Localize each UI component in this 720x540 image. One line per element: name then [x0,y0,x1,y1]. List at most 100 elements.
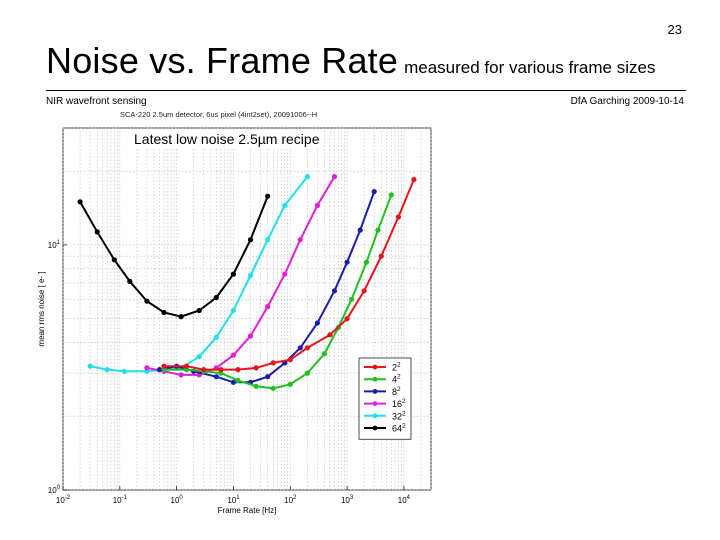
data-point [265,304,271,310]
axis-ticks: 10-2 10-1 100 101 102 103 104 100 101 [48,240,411,505]
legend-label: 82 [392,386,401,397]
x-tick-label: 100 [171,495,184,505]
series-line [79,195,269,318]
data-point [184,363,190,369]
data-point [270,360,276,366]
data-point [94,229,100,235]
x-tick-label: 10-1 [113,495,128,505]
data-point [265,193,271,199]
data-point [196,307,202,314]
x-axis-label: Frame Rate [Hz] [218,506,277,515]
data-point [144,365,150,371]
legend-box [358,357,412,440]
data-point [363,259,370,265]
data-point [156,367,163,373]
series-layer [77,174,417,391]
data-point [77,199,83,205]
data-point [247,272,254,279]
slide-title: Noise vs. Frame Rate measured for various… [46,40,655,82]
data-point [395,214,401,220]
data-point [235,367,241,373]
data-point [304,174,310,180]
data-point [361,288,367,294]
data-point [144,298,150,304]
data-point [111,257,117,263]
data-point [196,354,202,360]
data-point [371,189,377,195]
data-point [265,237,271,243]
data-point [213,374,219,380]
data-point [253,365,259,371]
data-point [161,309,167,316]
series-line [159,191,376,384]
data-point [411,176,417,183]
x-tick-label: 101 [227,495,240,505]
legend-swatch-marker [372,401,378,406]
data-point [314,202,320,208]
data-point [230,307,236,314]
data-point [314,320,320,326]
y-axis-label: mean rms noise [ e- ] [37,271,46,346]
page-number: 23 [667,22,682,37]
series-2-pow-2 [161,176,417,373]
data-point [375,227,381,233]
legend-label: 22 [392,362,401,373]
legend-swatch-marker [372,413,378,419]
left-note: NIR wavefront sensing [46,96,147,107]
data-point [304,345,310,351]
title-subtitle: measured for various frame sizes [404,58,656,77]
x-tick-label: 102 [284,495,297,505]
data-point [235,377,241,383]
data-point [378,253,384,259]
legend-label: 642 [392,423,406,434]
legend-item: 162 [364,398,406,409]
data-point [287,381,293,387]
legend-swatch-marker [372,376,378,382]
x-tick-label: 10-2 [56,495,71,505]
legend-item: 642 [364,423,406,434]
legend-swatch-marker [372,389,378,394]
x-tick-label: 104 [398,495,411,505]
legend-item: 82 [364,386,401,397]
data-point [349,296,355,302]
data-point [178,372,184,378]
data-point [297,237,303,243]
data-point [327,332,333,338]
data-point [297,345,303,351]
series-4-pow-2 [161,192,394,391]
data-point [287,357,293,363]
data-point [344,259,350,265]
data-point [161,363,167,369]
data-point [331,288,338,294]
legend-item: 42 [364,374,401,385]
x-tick-label: 103 [341,495,354,505]
legend-swatch-marker [372,364,378,370]
data-point [304,370,310,376]
data-point [344,316,350,322]
data-point [87,363,93,369]
series-8-pow-2 [156,189,377,385]
data-point [282,202,288,208]
series-line [146,176,336,376]
plot-caption: SCA-220 2.5um detector, 6us pixel (4int2… [120,110,318,119]
data-point [253,383,259,389]
data-point [388,192,394,198]
legend-item: 322 [364,410,406,421]
title-main: Noise vs. Frame Rate [46,40,399,81]
data-point [331,174,338,180]
data-point [282,271,288,277]
recipe-label: Latest low noise 2.5µm recipe [133,131,321,147]
data-point [213,334,219,340]
series-16-pow-2 [144,174,338,378]
data-point [178,314,184,320]
data-point [230,352,236,358]
data-point [321,351,328,357]
data-point [230,271,236,277]
data-point [121,368,127,374]
data-point [104,367,110,373]
legend-swatch-marker [372,425,378,431]
data-point [230,379,236,385]
data-point [201,367,207,373]
